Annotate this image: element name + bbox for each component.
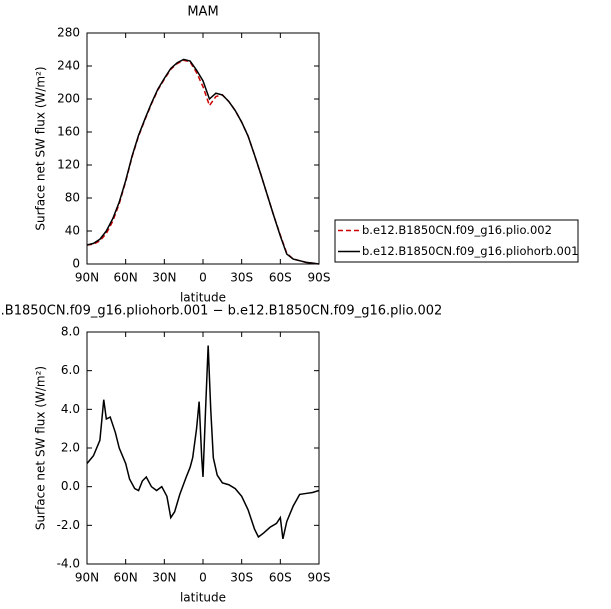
y-axis-label: Surface net SW flux (W/m²)	[34, 66, 48, 230]
y-tick-label: 200	[57, 92, 80, 106]
x-tick-label: 60N	[114, 271, 138, 285]
y-tick-label: 280	[57, 26, 80, 40]
x-tick-label: 0	[199, 271, 207, 285]
x-tick-label: 90S	[308, 271, 331, 285]
legend-box	[334, 219, 579, 263]
y-tick-label: 240	[57, 59, 80, 73]
legend-label: b.e12.B1850CN.f09_g16.pliohorb.001	[362, 244, 578, 258]
x-tick-label: 60S	[269, 571, 292, 585]
chart-title: b.e12.B1850CN.f09_g16.pliohorb.001 − b.e…	[0, 304, 442, 319]
x-tick-label: 0	[199, 571, 207, 585]
y-tick-label: 80	[65, 191, 80, 205]
x-tick-label: 90S	[308, 571, 331, 585]
x-tick-label: 60N	[114, 571, 138, 585]
x-tick-label: 30S	[230, 571, 253, 585]
y-tick-label: 0.0	[61, 479, 80, 493]
x-axis-label: latitude	[180, 591, 226, 605]
x-axis-label: latitude	[180, 291, 226, 305]
plot-frame	[86, 331, 320, 565]
x-tick-label: 90N	[75, 271, 99, 285]
y-tick-label: 6.0	[61, 363, 80, 377]
y-tick-label: 2.0	[61, 441, 80, 455]
y-axis-label: Surface net SW flux (W/m²)	[34, 366, 48, 530]
y-tick-label: 0	[72, 257, 80, 271]
data-line	[86, 58, 320, 265]
y-tick-label: 8.0	[61, 325, 80, 339]
x-tick-label: 30S	[230, 271, 253, 285]
chart-title: MAM	[187, 5, 218, 20]
x-tick-label: 60S	[269, 271, 292, 285]
plot-frame	[86, 32, 320, 265]
y-tick-label: -2.0	[57, 518, 80, 532]
y-tick-label: 40	[65, 224, 80, 238]
y-tick-label: 160	[57, 125, 80, 139]
y-tick-label: 120	[57, 158, 80, 172]
x-tick-label: 90N	[75, 571, 99, 585]
data-line	[86, 345, 320, 540]
y-tick-label: -4.0	[57, 557, 80, 571]
y-tick-label: 4.0	[61, 402, 80, 416]
legend-label: b.e12.B1850CN.f09_g16.plio.002	[362, 223, 552, 237]
x-tick-label: 30N	[152, 271, 176, 285]
data-line	[86, 59, 320, 265]
x-tick-label: 30N	[152, 571, 176, 585]
